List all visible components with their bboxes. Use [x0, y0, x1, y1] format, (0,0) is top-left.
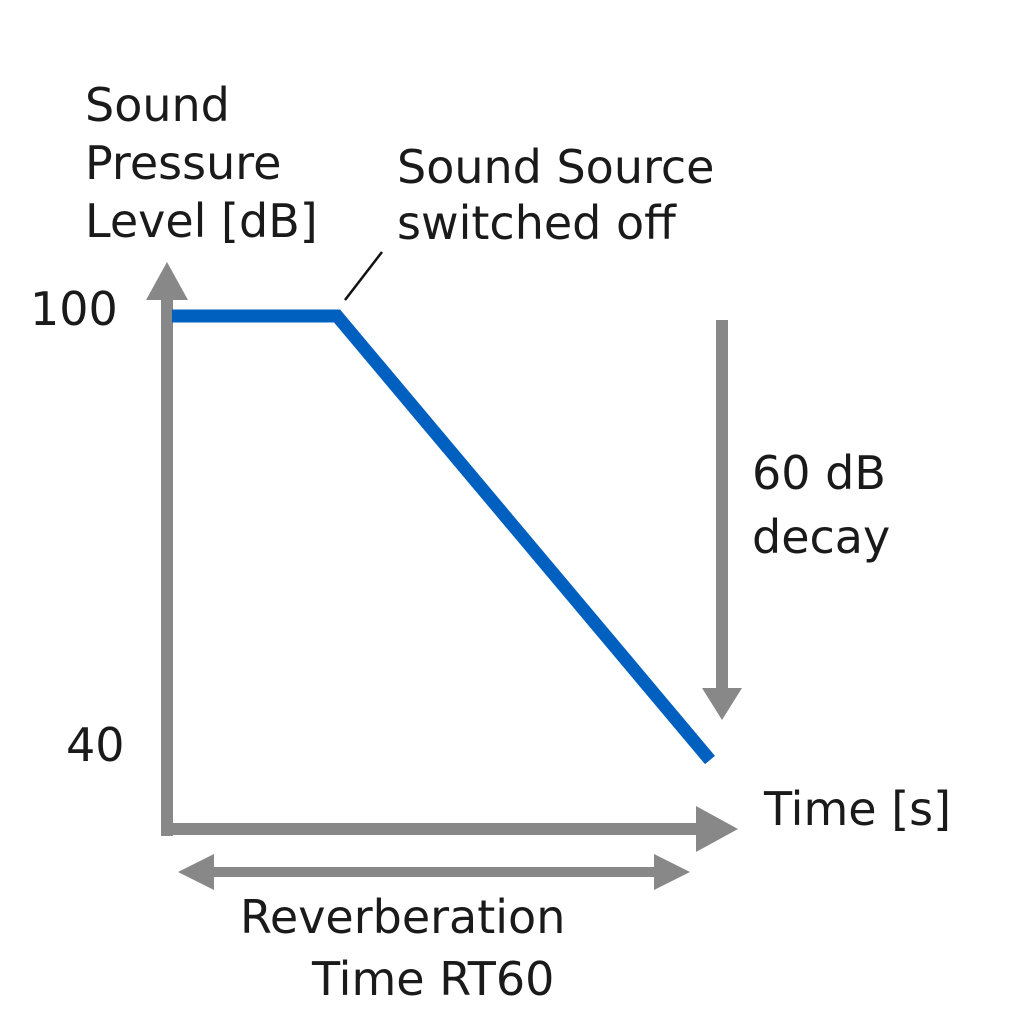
- y-axis-label-line3: Level [dB]: [85, 194, 318, 248]
- rt60-label-line1: Reverberation: [240, 890, 566, 944]
- rt60-arrowhead-left: [178, 854, 214, 890]
- decay-curve: [172, 309, 715, 765]
- rt60-label-line2: Time RT60: [312, 952, 555, 1006]
- y-axis-label-line2: Pressure: [85, 136, 282, 190]
- y-axis-arrowhead: [146, 262, 188, 300]
- y-tick-100: 100: [30, 282, 118, 336]
- decay-label-line1: 60 dB: [752, 446, 886, 500]
- x-axis-arrowhead: [696, 806, 738, 852]
- rt60-arrowhead-right: [654, 854, 690, 890]
- switch-off-label-line1: Sound Source: [397, 140, 715, 194]
- decay-label-line2: decay: [752, 510, 891, 564]
- decay-arrowhead: [702, 688, 742, 720]
- y-tick-40: 40: [66, 718, 125, 772]
- y-axis-label-line1: Sound: [85, 78, 230, 132]
- x-axis-label: Time [s]: [764, 782, 952, 836]
- switch-off-label-line2: switched off: [397, 196, 676, 250]
- switch-off-pointer: [344, 251, 383, 301]
